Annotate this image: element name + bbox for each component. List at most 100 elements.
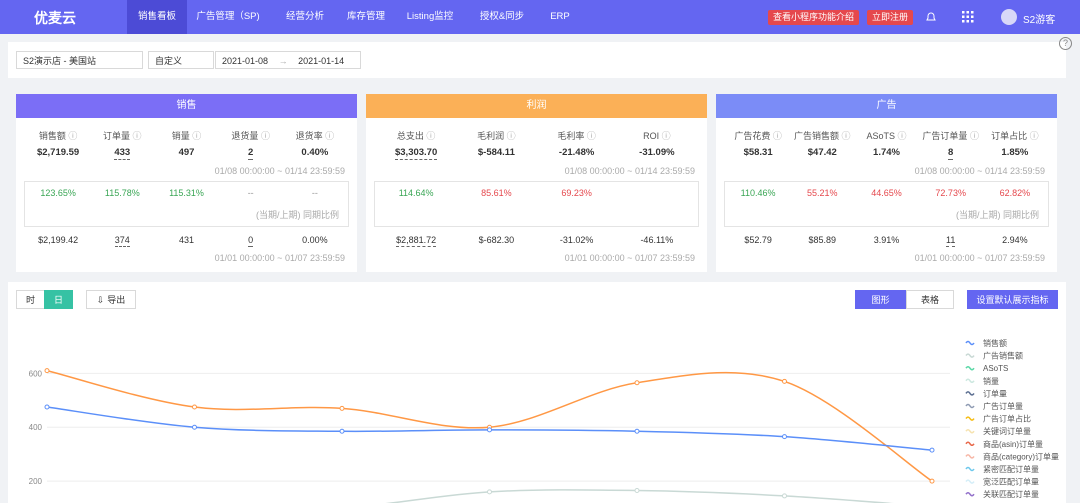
- value-text: -21.48%: [558, 147, 595, 158]
- legend-label[interactable]: 订单量: [983, 388, 1007, 398]
- value-text: 8: [948, 147, 954, 160]
- label-text: 毛利率: [557, 131, 585, 141]
- help-icon[interactable]: ?: [1059, 37, 1072, 50]
- metric-previous: 374: [87, 235, 157, 247]
- legend-label[interactable]: ASoTS: [983, 364, 1008, 373]
- nav-item[interactable]: Listing监控: [406, 11, 454, 22]
- date-range[interactable]: 2021-01-08 → 2021-01-14: [215, 51, 361, 69]
- legend-label[interactable]: 商品(category)订单量: [983, 451, 1059, 461]
- previous-text: $2,881.72: [396, 235, 437, 247]
- metric-previous: $85.89: [787, 235, 857, 245]
- info-icon[interactable]: ⓘ: [770, 131, 782, 141]
- nav-item[interactable]: 经营分析: [285, 11, 324, 22]
- bell-icon[interactable]: [924, 10, 938, 24]
- info-icon[interactable]: ⓘ: [189, 131, 202, 141]
- previous-text: 0.00%: [302, 235, 328, 245]
- point: [782, 434, 787, 440]
- nav-item[interactable]: ERP: [550, 11, 570, 22]
- metric-ratio: 123.65%: [40, 188, 76, 198]
- label-text: 退货率: [295, 131, 323, 141]
- info-icon[interactable]: ⓘ: [258, 131, 270, 141]
- legend-label[interactable]: 销售额: [983, 338, 1007, 348]
- graph-button[interactable]: 图形: [855, 290, 906, 309]
- legend-label[interactable]: 关联匹配订单量: [983, 489, 1039, 499]
- metric-card: 广告 广告花费 ⓘ $58.31 110.46% $52.79 广告销售额 ⓘ $47.42…: [716, 94, 1057, 272]
- metric-ratio: 44.65%: [871, 188, 902, 198]
- nav-item[interactable]: 广告管理（SP): [196, 11, 260, 22]
- legend-symbol: [965, 403, 975, 409]
- metric-previous: 11: [916, 235, 986, 247]
- start-date[interactable]: 2021-01-08: [222, 56, 269, 66]
- point: [339, 405, 345, 411]
- label-text: 订单占比: [991, 131, 1028, 141]
- metric-label: 总支出 ⓘ: [381, 129, 451, 142]
- metric-previous: $2,199.42: [23, 235, 93, 245]
- legend-symbol: [965, 454, 975, 459]
- nav-item[interactable]: 销售看板: [127, 0, 187, 34]
- intro-button[interactable]: 查看小程序功能介绍: [768, 10, 860, 25]
- info-icon[interactable]: ⓘ: [584, 131, 596, 141]
- metric-ratio: 114.64%: [398, 188, 434, 198]
- legend-label[interactable]: 商品(asin)订单量: [983, 439, 1043, 449]
- legend-label[interactable]: 紧密匹配订单量: [983, 464, 1039, 474]
- settings-button[interactable]: 设置默认展示指标: [967, 290, 1058, 309]
- legend-label[interactable]: 关键词订单量: [983, 426, 1031, 436]
- metric-ratio: --: [311, 188, 318, 198]
- store-select[interactable]: S2演示店 - 美国站: [16, 51, 143, 69]
- nav-item[interactable]: 授权&同步: [479, 11, 525, 22]
- metric-label: 退货量 ⓘ: [216, 129, 286, 142]
- point: [782, 493, 787, 499]
- ratio-note: (当期/上期) 同期比例: [256, 210, 339, 220]
- metric-previous: -31.02%: [542, 235, 612, 245]
- previous-period: 01/01 00:00:00 ~ 01/07 23:59:59: [564, 253, 695, 263]
- metric-previous: 0.00%: [280, 235, 350, 245]
- value-text: $-584.11: [477, 147, 515, 158]
- export-label[interactable]: 导出: [107, 295, 126, 305]
- register-button[interactable]: 立即注册: [867, 10, 914, 25]
- legend-label[interactable]: 广告订单占比: [983, 414, 1031, 424]
- legend-label[interactable]: 广告销售额: [983, 351, 1023, 361]
- info-icon[interactable]: ⓘ: [504, 131, 516, 141]
- info-icon[interactable]: ⓘ: [839, 131, 851, 141]
- user-name[interactable]: S2游客: [1023, 15, 1056, 26]
- legend-label[interactable]: 宽泛匹配订单量: [983, 477, 1039, 487]
- avatar[interactable]: [1001, 9, 1017, 25]
- previous-text: 374: [114, 235, 130, 247]
- previous-text: $52.79: [744, 235, 772, 245]
- previous-text: 2.94%: [1002, 235, 1028, 245]
- metric-previous: $-682.30: [461, 235, 531, 245]
- export-button[interactable]: ⇩ 导出: [86, 290, 136, 309]
- ratio-box: [24, 181, 349, 227]
- apps-icon[interactable]: [962, 11, 974, 23]
- info-icon[interactable]: ⓘ: [1027, 131, 1039, 141]
- previous-text: 0: [248, 235, 254, 247]
- table-button[interactable]: 表格: [906, 290, 954, 309]
- range-select[interactable]: 自定义: [148, 51, 214, 69]
- label-text: 毛利润: [477, 131, 505, 141]
- info-icon[interactable]: ⓘ: [895, 131, 907, 141]
- metric-previous: 3.91%: [852, 235, 922, 245]
- legend-label[interactable]: 广告订单量: [983, 401, 1023, 411]
- metric-ratio: --: [247, 188, 254, 198]
- metric-label: ROI ⓘ: [622, 129, 692, 142]
- info-icon[interactable]: ⓘ: [659, 131, 671, 141]
- previous-text: 11: [946, 235, 956, 247]
- legend-label[interactable]: 销量: [983, 376, 999, 386]
- info-icon[interactable]: ⓘ: [423, 131, 436, 141]
- info-icon[interactable]: ⓘ: [322, 131, 335, 141]
- metric-ratio: 72.73%: [935, 188, 966, 198]
- info-icon[interactable]: ⓘ: [65, 131, 78, 141]
- point: [192, 404, 197, 410]
- end-date[interactable]: 2021-01-14: [298, 56, 345, 66]
- metric-value: 497: [152, 147, 222, 158]
- hour-button[interactable]: 时: [16, 290, 45, 309]
- value-text: $3,303.70: [394, 147, 438, 160]
- info-icon[interactable]: ⓘ: [967, 131, 979, 141]
- metric-value: -21.48%: [542, 147, 612, 158]
- nav-item[interactable]: 库存管理: [346, 11, 385, 22]
- info-icon[interactable]: ⓘ: [130, 131, 142, 141]
- metric-label: 退货率 ⓘ: [280, 129, 350, 142]
- label-text: ROI: [643, 131, 660, 141]
- label-text: 广告订单量: [922, 131, 968, 141]
- day-button[interactable]: 日: [44, 290, 73, 309]
